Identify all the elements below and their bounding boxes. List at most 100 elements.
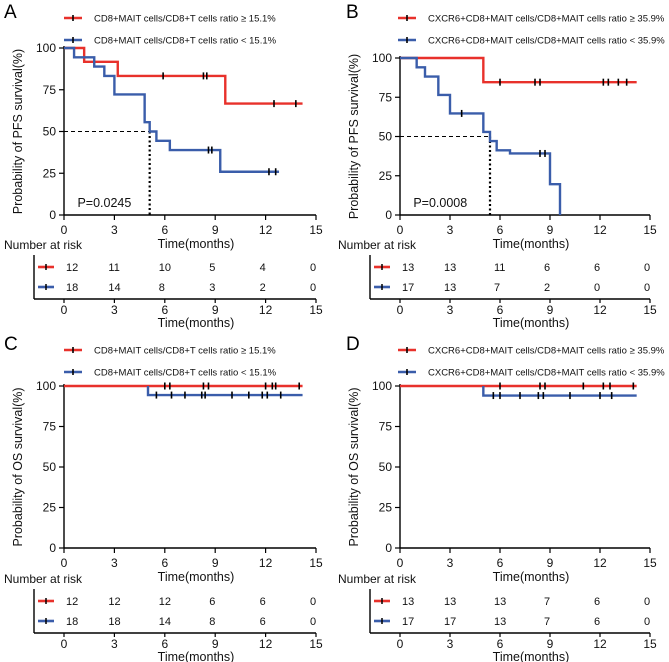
risk-count: 0 [644, 262, 650, 274]
risk-table-title: Number at risk [4, 238, 83, 252]
p-value: P=0.0245 [77, 196, 131, 210]
x-tick-label: 12 [593, 223, 607, 237]
y-tick-label: 100 [36, 41, 56, 55]
risk-x-tick-label: 0 [61, 637, 68, 651]
risk-x-tick-label: 9 [547, 637, 554, 651]
risk-count: 11 [494, 262, 505, 274]
y-tick-label: 100 [372, 379, 392, 393]
x-tick-label: 0 [61, 223, 68, 237]
legend-label-1: CD8+MAIT cells/CD8+T cells ratio < 15.1% [94, 36, 277, 47]
risk-x-tick-label: 3 [447, 637, 454, 651]
y-tick-label: 25 [43, 501, 57, 515]
legend-label-1: CD8+MAIT cells/CD8+T cells ratio < 15.1% [94, 368, 277, 379]
x-tick-label: 9 [547, 556, 554, 570]
legend-label-0: CD8+MAIT cells/CD8+T cells ratio ≥ 15.1% [94, 14, 276, 25]
x-tick-label: 0 [61, 556, 68, 570]
risk-count: 6 [260, 596, 266, 608]
y-tick-label: 25 [43, 166, 57, 180]
y-tick-label: 75 [43, 83, 57, 97]
risk-x-axis-label: Time(months) [493, 650, 570, 662]
risk-x-tick-label: 12 [593, 303, 607, 317]
x-tick-label: 6 [161, 556, 168, 570]
risk-x-tick-label: 0 [397, 303, 404, 317]
x-axis-label: Time(months) [158, 237, 235, 251]
x-axis-label: Time(months) [158, 570, 235, 584]
panel-letter: C [4, 334, 18, 355]
risk-count: 12 [66, 262, 78, 274]
risk-count: 12 [159, 596, 171, 608]
risk-count: 8 [209, 616, 215, 628]
legend-label-1: CXCR6+CD8+MAIT cells/CD8+MAIT cells rati… [428, 36, 665, 47]
risk-x-tick-label: 9 [212, 637, 219, 651]
risk-count: 18 [66, 616, 78, 628]
survival-curve-0 [400, 56, 637, 84]
risk-table-title: Number at risk [4, 572, 83, 586]
x-tick-label: 9 [212, 556, 219, 570]
x-tick-label: 12 [259, 223, 273, 237]
x-tick-label: 3 [447, 556, 454, 570]
y-axis-label: Probability of PFS survival(%) [11, 49, 25, 214]
x-tick-label: 9 [212, 223, 219, 237]
risk-count: 6 [260, 616, 266, 628]
risk-x-tick-label: 15 [643, 637, 657, 651]
x-tick-label: 3 [111, 556, 118, 570]
risk-count: 12 [108, 596, 120, 608]
risk-x-tick-label: 12 [593, 637, 607, 651]
risk-count: 17 [444, 616, 456, 628]
panel-letter: A [4, 2, 17, 23]
survival-curve-1 [400, 56, 562, 215]
y-axis-label: Probability of OS survival(%) [347, 387, 361, 546]
survival-curve-0 [64, 46, 303, 105]
y-tick-label: 50 [43, 460, 57, 474]
y-tick-label: 0 [385, 208, 392, 222]
y-axis-label: Probability of PFS survival(%) [347, 54, 361, 219]
x-tick-label: 9 [547, 223, 554, 237]
y-tick-label: 75 [379, 420, 393, 434]
risk-count: 14 [159, 616, 171, 628]
risk-x-tick-label: 6 [497, 637, 504, 651]
risk-count: 18 [108, 616, 120, 628]
y-tick-label: 0 [49, 541, 56, 555]
y-tick-label: 100 [372, 51, 392, 65]
y-tick-label: 75 [43, 420, 57, 434]
risk-count: 13 [494, 596, 506, 608]
y-tick-label: 75 [379, 90, 393, 104]
risk-count: 6 [209, 596, 215, 608]
risk-count: 12 [66, 596, 78, 608]
risk-count: 5 [209, 262, 215, 274]
x-tick-label: 12 [259, 556, 273, 570]
legend-label-0: CD8+MAIT cells/CD8+T cells ratio ≥ 15.1% [94, 346, 276, 357]
risk-x-tick-label: 0 [61, 303, 68, 317]
p-value: P=0.0008 [413, 196, 467, 210]
survival-curve-1 [146, 386, 303, 397]
y-axis-label: Probability of OS survival(%) [11, 387, 25, 546]
risk-count: 17 [402, 282, 414, 294]
panel-a: A CD8+MAIT cells/CD8+T cells ratio ≥ 15.1… [4, 2, 323, 330]
x-tick-label: 15 [309, 556, 323, 570]
risk-count: 6 [594, 616, 600, 628]
risk-x-tick-label: 6 [497, 303, 504, 317]
risk-x-tick-label: 15 [309, 303, 323, 317]
risk-table-title: Number at risk [338, 572, 417, 586]
risk-x-axis-label: Time(months) [158, 650, 235, 662]
y-tick-label: 50 [379, 460, 393, 474]
risk-count: 17 [402, 616, 414, 628]
risk-count: 14 [108, 282, 120, 294]
risk-count: 6 [594, 262, 600, 274]
risk-count: 0 [310, 596, 316, 608]
risk-count: 7 [544, 596, 550, 608]
risk-count: 4 [260, 262, 266, 274]
x-tick-label: 0 [397, 223, 404, 237]
x-tick-label: 15 [643, 223, 657, 237]
x-tick-label: 12 [593, 556, 607, 570]
risk-count: 6 [594, 596, 600, 608]
panel-letter: D [346, 334, 360, 355]
risk-count: 13 [444, 262, 456, 274]
risk-x-tick-label: 3 [111, 303, 118, 317]
risk-x-tick-label: 3 [447, 303, 454, 317]
survival-curve-1 [64, 46, 280, 173]
x-tick-label: 3 [111, 223, 118, 237]
risk-x-axis-label: Time(months) [158, 316, 235, 330]
risk-x-tick-label: 6 [161, 637, 168, 651]
risk-count: 13 [444, 596, 456, 608]
